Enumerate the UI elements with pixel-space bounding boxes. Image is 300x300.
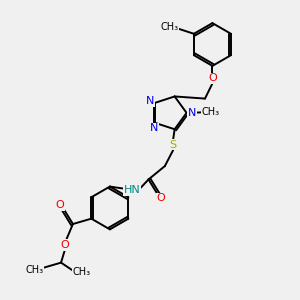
Text: O: O bbox=[157, 194, 165, 203]
Text: HN: HN bbox=[124, 185, 140, 195]
Text: CH₃: CH₃ bbox=[25, 266, 43, 275]
Text: N: N bbox=[146, 96, 154, 106]
Text: N: N bbox=[188, 108, 196, 118]
Text: O: O bbox=[61, 240, 69, 250]
Text: S: S bbox=[169, 140, 177, 150]
Text: N: N bbox=[150, 123, 158, 133]
Text: CH₃: CH₃ bbox=[201, 107, 219, 117]
Text: CH₃: CH₃ bbox=[73, 268, 91, 278]
Text: O: O bbox=[208, 74, 217, 83]
Text: O: O bbox=[56, 200, 64, 210]
Text: CH₃: CH₃ bbox=[160, 22, 178, 32]
